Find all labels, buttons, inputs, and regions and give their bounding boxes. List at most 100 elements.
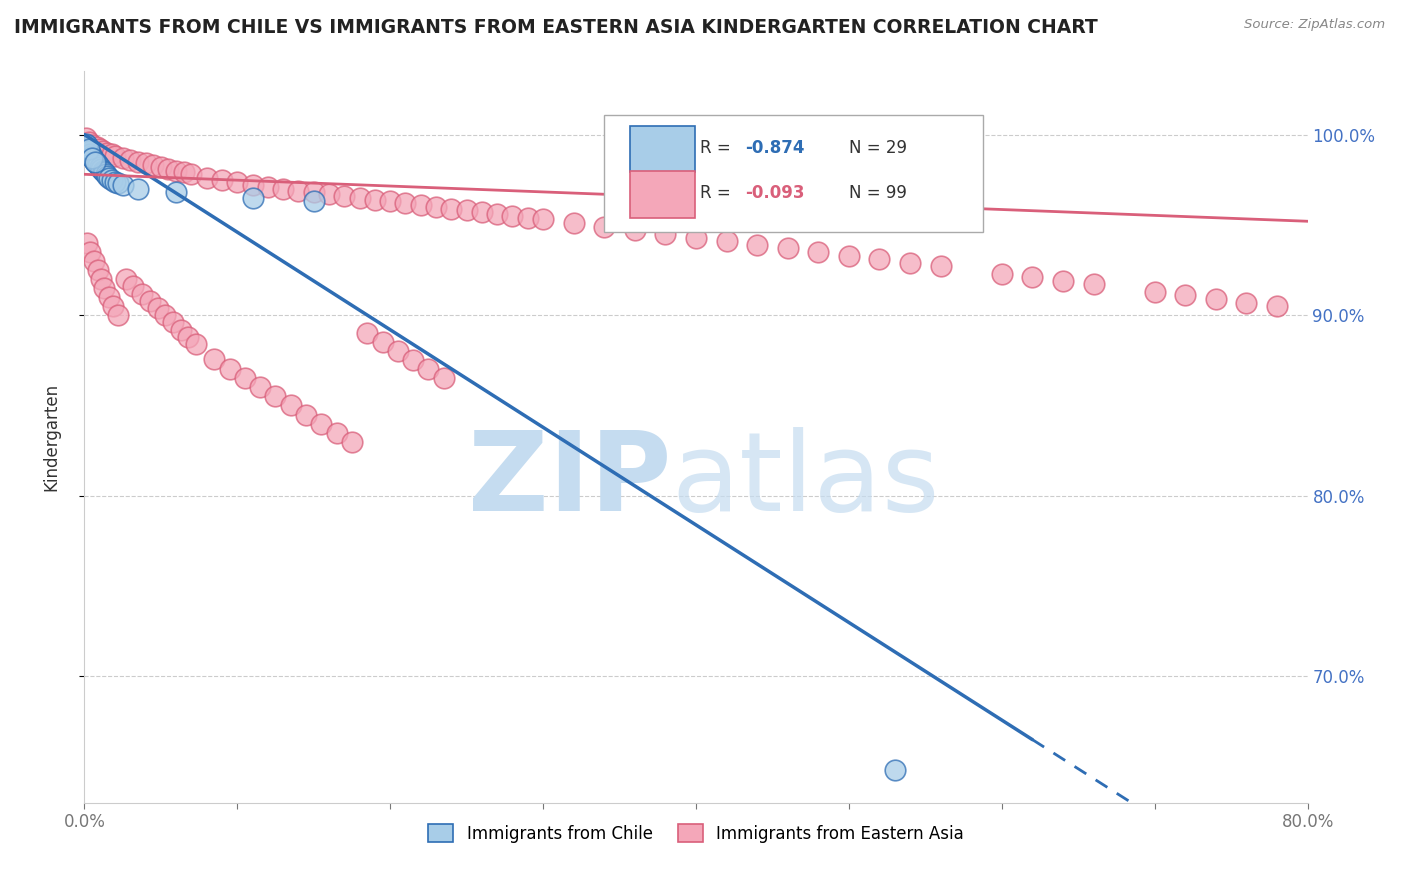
Point [93, 165, 115, 179]
Point [75, 131, 97, 145]
Point [1052, 274, 1074, 288]
Text: ZIP: ZIP [468, 427, 672, 534]
Point [433, 371, 456, 385]
Point [280, 399, 302, 413]
Point [101, 172, 124, 186]
Point [127, 182, 149, 196]
Point [77, 142, 100, 156]
Point [91, 163, 114, 178]
Point [394, 196, 416, 211]
Point [654, 227, 676, 241]
Point [142, 158, 165, 172]
Point [93, 281, 115, 295]
Point [155, 308, 177, 322]
Point [127, 154, 149, 169]
Point [425, 200, 447, 214]
Point [929, 260, 952, 274]
Point [1174, 288, 1197, 302]
Point [173, 165, 195, 179]
Point [1083, 277, 1105, 292]
Point [991, 267, 1014, 281]
Point [531, 212, 554, 227]
Point [107, 177, 129, 191]
Point [170, 323, 193, 337]
Point [356, 326, 378, 341]
Point [624, 223, 647, 237]
Point [898, 256, 921, 270]
Point [264, 389, 287, 403]
Point [456, 203, 478, 218]
Point [165, 186, 187, 200]
Point [122, 279, 145, 293]
Point [104, 175, 127, 189]
Point [402, 353, 425, 368]
Point [91, 144, 114, 158]
Point [184, 337, 207, 351]
Point [776, 241, 799, 255]
Point [180, 167, 202, 181]
Point [287, 184, 309, 198]
Point [76, 140, 98, 154]
Point [97, 170, 120, 185]
Point [593, 219, 616, 234]
Point [295, 408, 318, 422]
Text: R =: R = [700, 184, 735, 202]
Point [1205, 292, 1227, 306]
Point [90, 272, 112, 286]
Point [211, 172, 233, 186]
Point [107, 308, 129, 322]
Point [86, 156, 108, 170]
Point [94, 167, 117, 181]
Point [97, 290, 120, 304]
Point [83, 254, 105, 268]
Point [80, 151, 103, 165]
Point [1236, 295, 1258, 310]
Point [89, 142, 111, 156]
Point [807, 244, 830, 259]
Point [165, 163, 187, 178]
Point [104, 149, 127, 163]
Point [685, 230, 707, 244]
Point [162, 315, 184, 329]
Point [114, 272, 136, 286]
Point [89, 160, 111, 174]
Point [349, 191, 371, 205]
Point [83, 153, 105, 167]
Point [218, 362, 240, 376]
Point [440, 202, 463, 216]
Point [111, 178, 134, 193]
Point [1143, 285, 1166, 299]
Point [120, 153, 142, 167]
Point [135, 156, 157, 170]
Point [80, 138, 103, 153]
Point [471, 205, 494, 219]
Point [79, 147, 101, 161]
Point [340, 434, 363, 449]
Point [302, 194, 325, 209]
Point [242, 191, 264, 205]
Point [76, 235, 98, 250]
Point [146, 301, 169, 315]
Point [90, 161, 112, 176]
Point [516, 211, 538, 225]
Point [1021, 270, 1043, 285]
Text: N = 99: N = 99 [849, 184, 907, 202]
Point [177, 330, 200, 344]
Point [87, 263, 110, 277]
Point [96, 145, 118, 160]
Point [1265, 299, 1288, 313]
Point [409, 198, 432, 212]
Point [157, 161, 180, 176]
Point [325, 425, 347, 440]
Point [371, 335, 394, 350]
Point [883, 764, 905, 778]
Point [364, 193, 387, 207]
Y-axis label: Kindergarten: Kindergarten [42, 383, 60, 491]
Point [869, 252, 891, 267]
Point [226, 175, 249, 189]
Point [84, 154, 107, 169]
Point [96, 169, 118, 183]
Point [80, 149, 103, 163]
Point [79, 244, 101, 259]
Point [149, 160, 172, 174]
